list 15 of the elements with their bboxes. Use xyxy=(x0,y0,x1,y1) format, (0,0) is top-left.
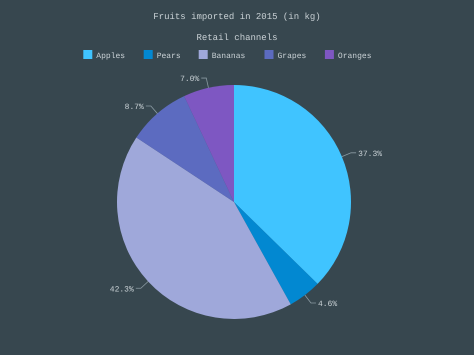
legend-label: Grapes xyxy=(278,52,307,61)
data-label: 37.3% xyxy=(358,150,382,159)
data-label: 8.7% xyxy=(124,103,144,112)
legend-label: Apples xyxy=(96,52,126,61)
data-label: 42.3% xyxy=(110,285,134,294)
legend-title: Retail channels xyxy=(196,33,278,43)
legend-label: Oranges xyxy=(338,52,372,61)
chart-title: Fruits imported in 2015 (in kg) xyxy=(153,12,321,22)
pie-slice xyxy=(234,85,351,284)
pie-slice xyxy=(184,85,234,202)
legend-label: Bananas xyxy=(212,52,246,61)
data-label: 7.0% xyxy=(180,75,200,84)
legend-label: Pears xyxy=(156,52,181,61)
data-label: 4.6% xyxy=(318,300,338,310)
pie-slice xyxy=(234,202,318,304)
